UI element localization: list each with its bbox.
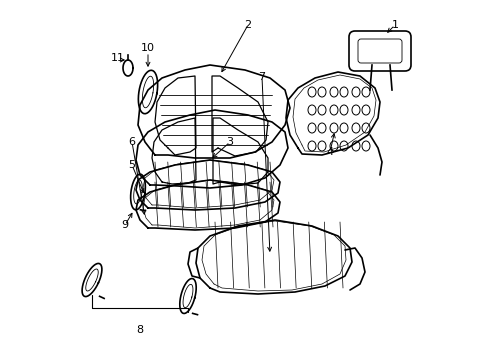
Text: 5: 5	[128, 160, 135, 170]
Text: 8: 8	[136, 325, 143, 335]
Text: 9: 9	[121, 220, 128, 230]
Text: 7: 7	[258, 72, 265, 82]
Text: 10: 10	[141, 43, 155, 53]
Text: 2: 2	[244, 20, 251, 30]
Text: 1: 1	[391, 20, 398, 30]
Text: 4: 4	[326, 147, 333, 157]
Text: 6: 6	[128, 137, 135, 147]
Text: 3: 3	[226, 137, 233, 147]
Text: 11: 11	[111, 53, 125, 63]
